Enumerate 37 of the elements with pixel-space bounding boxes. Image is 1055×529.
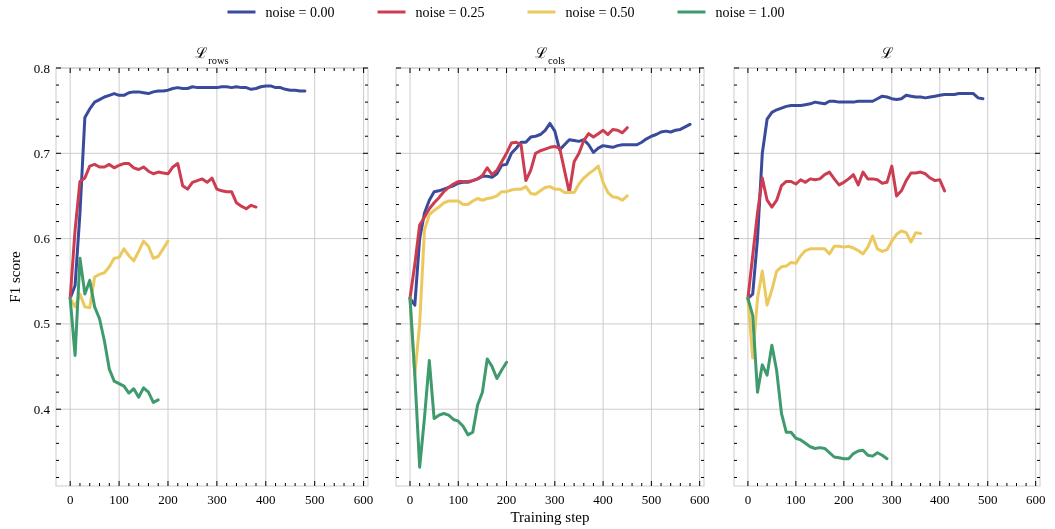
x-tick-label: 600 — [1025, 492, 1046, 507]
y-tick-label: 0.7 — [33, 145, 51, 161]
x-tick-label: 600 — [353, 492, 374, 507]
x-tick-label: 600 — [689, 492, 710, 507]
chart-title: ℒ$_{cols}$ — [535, 45, 565, 66]
legend-label: noise = 0.00 — [265, 5, 335, 20]
line-series — [68, 256, 160, 404]
x-tick-label: 500 — [977, 492, 998, 507]
x-tick-label: 300 — [207, 492, 227, 507]
x-tick-label: 200 — [158, 492, 178, 507]
y-tick-label: 0.4 — [33, 401, 51, 417]
y-tick-label: 0.8 — [33, 60, 50, 76]
chart-title: ℒ$_{rows}$ — [195, 45, 229, 66]
y-axis-title: F1 score — [7, 251, 23, 303]
y-tick-label: 0.5 — [33, 316, 50, 332]
x-tick-label: 200 — [496, 492, 517, 507]
x-tick-label: 0 — [66, 492, 74, 507]
x-tick-label: 100 — [448, 492, 469, 507]
x-tick-label: 400 — [930, 492, 950, 507]
x-tick-label: 100 — [786, 492, 806, 507]
legend-label: noise = 1.00 — [715, 5, 785, 20]
y-tick-label: 0.6 — [33, 231, 51, 247]
legend-label: noise = 0.50 — [565, 5, 635, 20]
x-tick-label: 300 — [545, 492, 565, 507]
x-tick-label: 0 — [744, 492, 752, 507]
x-tick-label: 0 — [406, 492, 414, 507]
x-axis-title: Training step — [510, 509, 590, 525]
x-tick-label: 300 — [882, 492, 902, 507]
x-tick-label: 500 — [641, 492, 662, 507]
line-series — [68, 162, 258, 300]
x-tick-label: 400 — [256, 492, 276, 507]
x-tick-label: 400 — [593, 492, 613, 507]
legend-label: noise = 0.25 — [415, 5, 485, 20]
x-tick-label: 100 — [109, 492, 129, 507]
x-tick-label: 500 — [304, 492, 325, 507]
x-tick-label: 200 — [834, 492, 854, 507]
chart-title: ℒ — [880, 45, 894, 61]
